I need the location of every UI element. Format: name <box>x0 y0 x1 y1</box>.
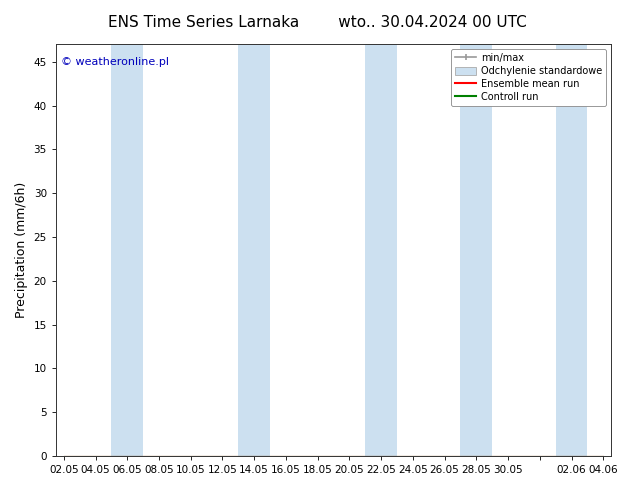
Y-axis label: Precipitation (mm/6h): Precipitation (mm/6h) <box>15 182 28 318</box>
Text: ENS Time Series Larnaka        wto.. 30.04.2024 00 UTC: ENS Time Series Larnaka wto.. 30.04.2024… <box>108 15 526 30</box>
Bar <box>460 45 492 456</box>
Text: © weatheronline.pl: © weatheronline.pl <box>61 57 169 67</box>
Bar <box>555 45 588 456</box>
Legend: min/max, Odchylenie standardowe, Ensemble mean run, Controll run: min/max, Odchylenie standardowe, Ensembl… <box>451 49 606 106</box>
Bar <box>112 45 143 456</box>
Bar <box>365 45 397 456</box>
Bar <box>238 45 270 456</box>
